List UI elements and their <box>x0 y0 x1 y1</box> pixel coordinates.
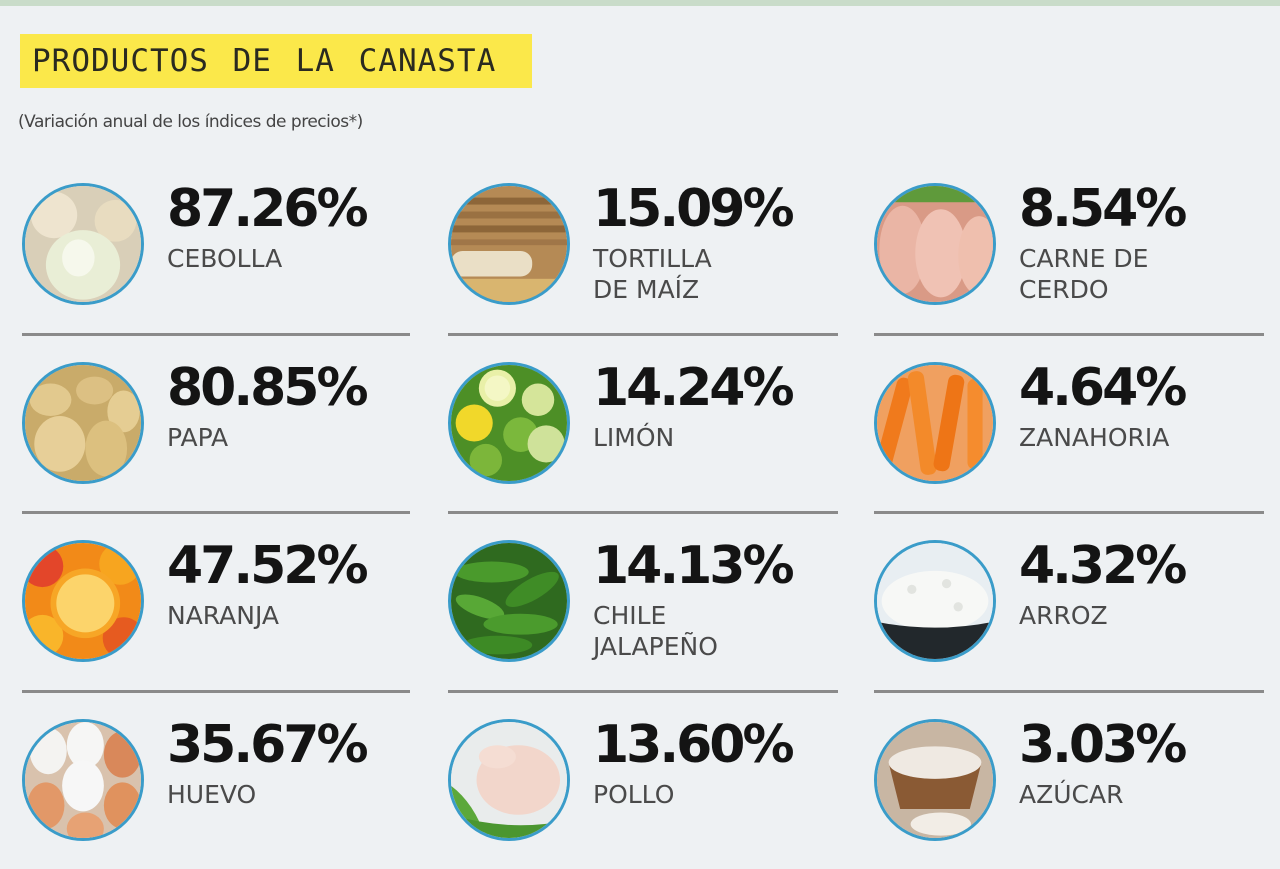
label: NARANJA <box>167 601 279 630</box>
title-banner: PRODUCTOS DE LA CANASTA <box>20 34 532 88</box>
lime-photo-icon <box>448 362 570 484</box>
value: 4.32% <box>1019 536 1187 596</box>
divider <box>448 333 838 336</box>
label: CARNE DE CERDO <box>1019 244 1149 304</box>
label: PAPA <box>167 423 229 452</box>
divider <box>22 511 410 514</box>
divider <box>22 690 410 693</box>
value: 15.09% <box>593 179 795 239</box>
product-chile-jalapeno: 14.13% CHILE JALAPEÑO <box>448 536 868 690</box>
value: 3.03% <box>1019 715 1187 775</box>
label: POLLO <box>593 780 675 809</box>
product-naranja: 47.52% NARANJA <box>22 536 442 690</box>
top-border <box>0 0 1280 6</box>
product-limon: 14.24% LIMÓN <box>448 358 868 512</box>
label: CHILE JALAPEÑO <box>593 601 718 661</box>
divider <box>874 333 1264 336</box>
product-carne-de-cerdo: 8.54% CARNE DE CERDO <box>874 179 1280 333</box>
onion-photo-icon <box>22 183 144 305</box>
label: AZÚCAR <box>1019 780 1124 809</box>
product-cebolla: 87.26% CEBOLLA <box>22 179 442 333</box>
product-arroz: 4.32% ARROZ <box>874 536 1280 690</box>
value: 14.24% <box>593 358 795 418</box>
product-huevo: 35.67% HUEVO <box>22 715 442 869</box>
label: CEBOLLA <box>167 244 283 273</box>
divider <box>448 511 838 514</box>
divider <box>448 690 838 693</box>
carrot-photo-icon <box>874 362 996 484</box>
product-zanahoria: 4.64% ZANAHORIA <box>874 358 1280 512</box>
page-title: PRODUCTOS DE LA CANASTA <box>32 43 497 79</box>
product-pollo: 13.60% POLLO <box>448 715 868 869</box>
product-azucar: 3.03% AZÚCAR <box>874 715 1280 869</box>
pork-photo-icon <box>874 183 996 305</box>
subtitle: (Variación anual de los índices de preci… <box>18 112 363 132</box>
value: 13.60% <box>593 715 795 775</box>
label: ZANAHORIA <box>1019 423 1170 452</box>
jalapeno-photo-icon <box>448 540 570 662</box>
value: 14.13% <box>593 536 795 596</box>
label: LIMÓN <box>593 423 675 452</box>
tortilla-photo-icon <box>448 183 570 305</box>
rice-photo-icon <box>874 540 996 662</box>
potato-photo-icon <box>22 362 144 484</box>
label: HUEVO <box>167 780 257 809</box>
label: TORTILLA DE MAÍZ <box>593 244 712 304</box>
sugar-photo-icon <box>874 719 996 841</box>
label: ARROZ <box>1019 601 1108 630</box>
product-papa: 80.85% PAPA <box>22 358 442 512</box>
egg-photo-icon <box>22 719 144 841</box>
orange-photo-icon <box>22 540 144 662</box>
value: 4.64% <box>1019 358 1187 418</box>
divider <box>874 511 1264 514</box>
chicken-photo-icon <box>448 719 570 841</box>
divider <box>874 690 1264 693</box>
product-tortilla: 15.09% TORTILLA DE MAÍZ <box>448 179 868 333</box>
value: 80.85% <box>167 358 369 418</box>
value: 35.67% <box>167 715 369 775</box>
divider <box>22 333 410 336</box>
value: 47.52% <box>167 536 369 596</box>
value: 87.26% <box>167 179 369 239</box>
value: 8.54% <box>1019 179 1187 239</box>
